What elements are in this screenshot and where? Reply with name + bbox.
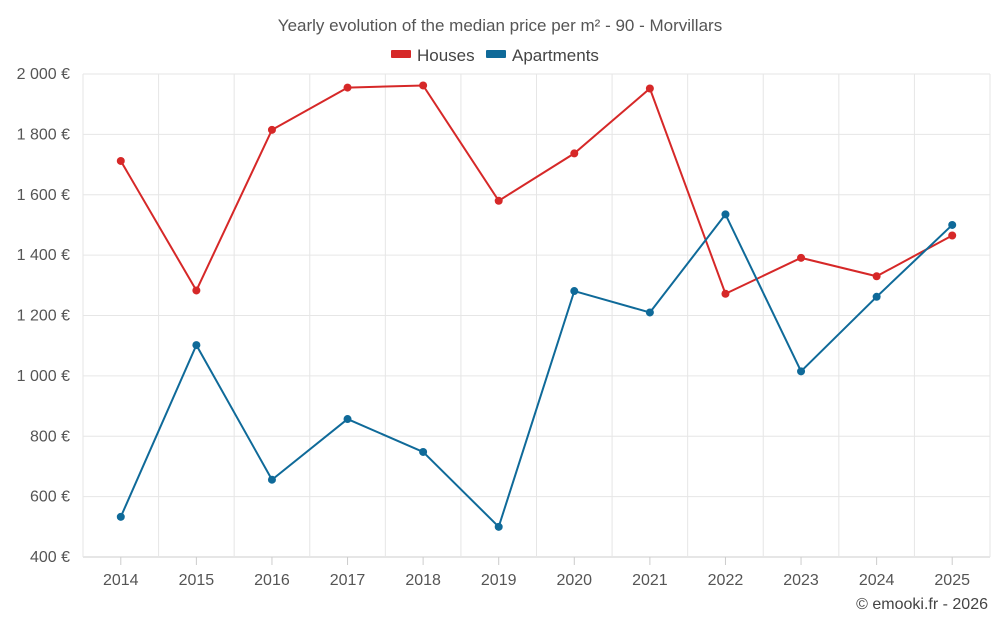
x-tick-label: 2024 xyxy=(859,572,895,589)
y-tick-label: 1 600 € xyxy=(17,187,70,204)
x-tick-label: 2023 xyxy=(783,572,819,589)
x-axis: 2014 2015 2016 2017 2018 2019 2020 2021 2022 2023… xyxy=(103,557,970,589)
grid xyxy=(82,73,991,558)
y-tick-label: 800 € xyxy=(30,428,70,445)
data-point-houses[interactable] xyxy=(948,231,957,240)
x-tick-label: 2014 xyxy=(103,572,139,589)
x-tick-label: 2020 xyxy=(556,572,592,589)
x-tick-label: 2025 xyxy=(934,572,970,589)
data-point-apartments[interactable] xyxy=(419,447,428,456)
legend[interactable]: Houses Apartments xyxy=(391,46,599,65)
data-point-apartments[interactable] xyxy=(797,367,806,376)
x-tick-label: 2015 xyxy=(179,572,215,589)
x-tick-label: 2018 xyxy=(405,572,441,589)
data-point-apartments[interactable] xyxy=(570,287,579,296)
series-line-apartments xyxy=(119,212,953,529)
data-point-apartments[interactable] xyxy=(872,292,881,301)
data-point-apartments[interactable] xyxy=(116,512,125,521)
y-tick-label: 400 € xyxy=(30,549,70,566)
data-point-apartments[interactable] xyxy=(645,308,654,317)
y-axis: 400 € 600 € 800 € 1 000 € 1 200 € 1 400 € 1 60… xyxy=(17,66,70,566)
data-point-houses[interactable] xyxy=(570,149,579,158)
data-point-apartments[interactable] xyxy=(721,210,730,219)
data-point-houses[interactable] xyxy=(721,289,730,298)
x-tick-label: 2019 xyxy=(481,572,517,589)
series-line-houses xyxy=(119,84,953,296)
y-tick-label: 1 800 € xyxy=(17,126,70,143)
data-point-houses[interactable] xyxy=(192,286,201,295)
legend-swatch-apartments xyxy=(486,50,506,58)
x-tick-label: 2017 xyxy=(330,572,366,589)
legend-label-houses: Houses xyxy=(417,46,475,65)
data-point-houses[interactable] xyxy=(494,196,503,205)
y-tick-label: 2 000 € xyxy=(17,66,70,83)
y-tick-label: 1 200 € xyxy=(17,308,70,325)
x-tick-label: 2022 xyxy=(708,572,744,589)
data-point-houses[interactable] xyxy=(797,253,806,262)
x-tick-label: 2016 xyxy=(254,572,290,589)
data-point-houses[interactable] xyxy=(343,83,352,92)
data-point-houses[interactable] xyxy=(645,84,654,93)
y-tick-label: 600 € xyxy=(30,489,70,506)
series-group xyxy=(116,81,957,531)
data-point-apartments[interactable] xyxy=(343,415,352,424)
data-point-houses[interactable] xyxy=(267,125,276,134)
data-point-apartments[interactable] xyxy=(948,220,957,229)
data-point-houses[interactable] xyxy=(116,156,125,165)
data-point-apartments[interactable] xyxy=(267,475,276,484)
data-point-houses[interactable] xyxy=(419,81,428,90)
series-houses xyxy=(116,81,957,298)
chart-title: Yearly evolution of the median price per… xyxy=(278,16,722,35)
legend-swatch-houses xyxy=(391,50,411,58)
legend-item-houses[interactable]: Houses xyxy=(391,46,475,65)
x-tick-label: 2021 xyxy=(632,572,668,589)
data-point-apartments[interactable] xyxy=(494,522,503,531)
credit-text: © emooki.fr - 2026 xyxy=(856,596,988,613)
legend-item-apartments[interactable]: Apartments xyxy=(486,46,599,65)
series-apartments xyxy=(116,210,957,531)
y-tick-label: 1 000 € xyxy=(17,368,70,385)
data-point-apartments[interactable] xyxy=(192,341,201,350)
y-tick-label: 1 400 € xyxy=(17,247,70,264)
data-point-houses[interactable] xyxy=(872,272,881,281)
legend-label-apartments: Apartments xyxy=(512,46,599,65)
